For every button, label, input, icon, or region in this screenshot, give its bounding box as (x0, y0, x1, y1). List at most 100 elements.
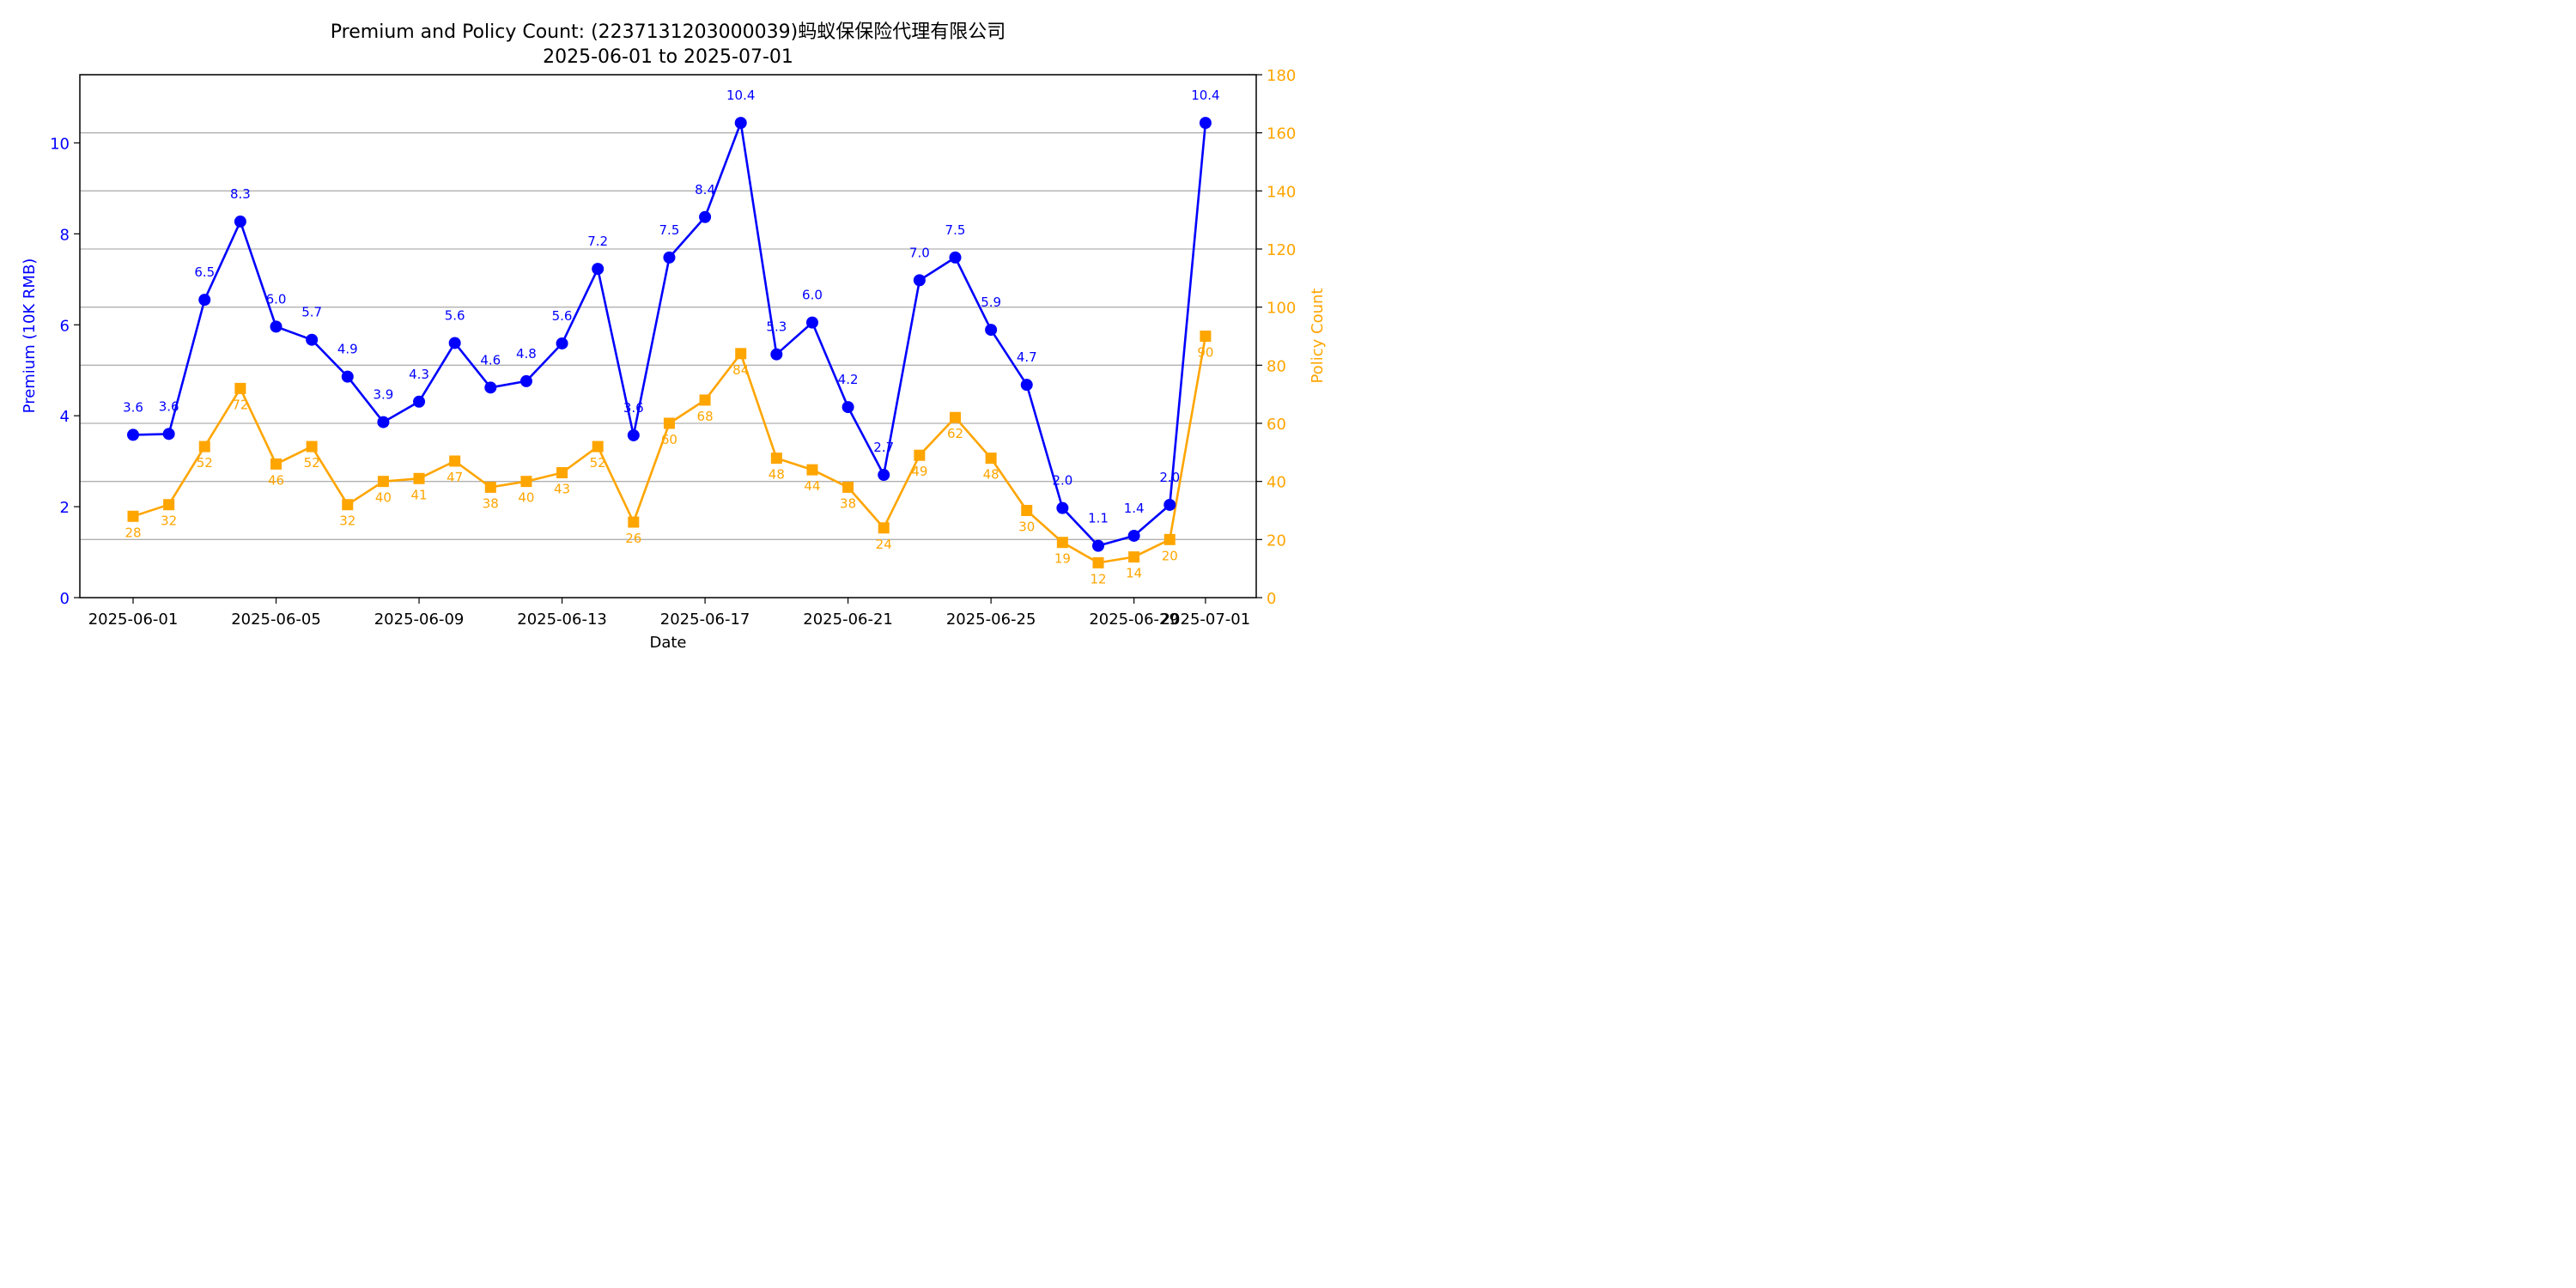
premium-data-label: 4.2 (838, 372, 859, 387)
y-tick-label-left: 8 (60, 226, 70, 244)
premium-point (878, 469, 890, 482)
policy-count-point (985, 453, 997, 465)
premium-point (306, 333, 319, 346)
premium-data-label: 8.4 (695, 182, 715, 197)
premium-point (413, 395, 426, 408)
y-tick-label-right: 80 (1267, 357, 1286, 375)
policy-count-point (735, 348, 747, 360)
policy-count-point (663, 417, 675, 429)
premium-data-label: 6.5 (194, 264, 215, 280)
chart-figure: Premium and Policy Count: (2237131203000… (21, 21, 1327, 652)
policy-count-point (770, 453, 782, 465)
premium-data-label: 1.4 (1124, 501, 1145, 516)
policy-count-data-label: 12 (1090, 571, 1106, 586)
policy-count-point (270, 458, 283, 470)
premium-data-label: 5.6 (445, 307, 465, 323)
premium-data-label: 2.7 (873, 440, 894, 455)
premium-data-label: 3.6 (123, 399, 143, 415)
policy-count-data-label: 46 (268, 472, 284, 488)
policy-count-data-label: 72 (232, 397, 248, 412)
premium-data-label: 7.2 (587, 234, 608, 249)
premium-data-label: 8.3 (230, 186, 251, 202)
premium-data-label: 4.3 (409, 367, 429, 382)
policy-count-point (1200, 331, 1212, 342)
policy-count-data-label: 24 (876, 537, 892, 552)
policy-count-data-label: 49 (911, 464, 927, 479)
policy-count-point (1163, 533, 1176, 545)
premium-point (734, 117, 747, 130)
premium-data-label: 6.0 (266, 291, 287, 307)
y-tick-label-left: 0 (60, 590, 70, 608)
premium-data-label: 4.9 (337, 342, 358, 357)
policy-count-data-label: 38 (840, 495, 856, 511)
x-tick-label: 2025-06-21 (803, 611, 893, 629)
premium-point (913, 274, 926, 287)
policy-count-data-label: 40 (518, 490, 534, 506)
policy-count-data-label: 47 (447, 470, 463, 485)
premium-point (592, 263, 605, 276)
y-tick-label-right: 100 (1267, 300, 1296, 318)
policy-count-data-label: 20 (1162, 548, 1178, 563)
policy-count-point (628, 516, 640, 528)
policy-count-point (1056, 537, 1068, 549)
y-axis-label-right: Policy Count (1309, 289, 1327, 384)
premium-point (556, 337, 568, 349)
premium-point (1127, 529, 1140, 542)
premium-data-label: 2.0 (1052, 473, 1072, 489)
y-tick-label-left: 4 (60, 408, 70, 426)
y-tick-label-right: 60 (1267, 416, 1286, 434)
policy-count-point (342, 499, 354, 511)
premium-data-label: 3.6 (623, 400, 644, 416)
x-tick-label: 2025-06-01 (88, 611, 179, 629)
premium-data-label: 4.7 (1017, 349, 1037, 365)
premium-data-label: 4.6 (480, 352, 501, 368)
policy-count-data-label: 60 (661, 432, 677, 447)
policy-count-data-label: 43 (554, 482, 570, 497)
premium-point (1020, 379, 1033, 392)
series-layer: 3.6 3.6 6.5 8.3 6.0 5.7 4.9 3.9 4.3 5.6 4.6 4.8 5.6 7… (123, 88, 1220, 586)
premium-point (699, 210, 712, 223)
policy-count-point (842, 481, 854, 493)
policy-count-data-label: 48 (769, 467, 785, 483)
premium-point (234, 216, 246, 228)
policy-count-point (914, 449, 926, 461)
policy-count-data-label: 14 (1126, 566, 1142, 581)
policy-count-data-label: 26 (625, 531, 641, 546)
premium-point (484, 381, 497, 394)
premium-data-label: 5.7 (301, 305, 322, 320)
x-tick-label: 2025-06-29 (1089, 611, 1179, 629)
y-tick-label-right: 160 (1267, 125, 1296, 143)
y-tick-label-right: 0 (1267, 590, 1276, 608)
premium-point (841, 401, 854, 414)
axes: 02468100204060801001201401601802025-06-0… (50, 67, 1296, 629)
chart-title: Premium and Policy Count: (2237131203000… (331, 21, 1005, 43)
y-tick-label-left: 2 (60, 499, 70, 517)
policy-count-point (198, 440, 210, 453)
policy-count-data-label: 52 (197, 455, 213, 471)
policy-count-point (556, 467, 568, 479)
policy-count-data-label: 41 (410, 487, 427, 502)
premium-data-label: 4.8 (516, 346, 537, 361)
policy-count-point (377, 476, 389, 488)
premium-data-label: 10.4 (726, 88, 755, 103)
premium-data-label: 7.5 (945, 222, 966, 238)
policy-count-point (306, 440, 318, 453)
policy-count-data-label: 84 (732, 362, 749, 378)
premium-point (627, 428, 640, 441)
x-tick-label: 2025-06-05 (231, 611, 321, 629)
y-tick-label-right: 140 (1267, 183, 1296, 201)
x-tick-label: 2025-06-09 (374, 611, 465, 629)
premium-point (1163, 498, 1176, 511)
premium-data-label: 6.0 (802, 288, 823, 303)
x-tick-label: 2025-06-13 (517, 611, 607, 629)
premium-data-label: 7.0 (909, 245, 930, 260)
policy-count-point (449, 455, 461, 467)
x-tick-label: 2025-06-17 (660, 611, 750, 629)
policy-count-data-label: 44 (804, 478, 820, 494)
premium-data-label: 7.5 (659, 222, 680, 238)
premium-data-label: 1.1 (1088, 511, 1109, 526)
premium-data-label: 3.6 (159, 398, 179, 414)
x-axis-label: Date (649, 634, 686, 652)
policy-count-point (878, 522, 890, 534)
y-tick-label-right: 120 (1267, 241, 1296, 259)
